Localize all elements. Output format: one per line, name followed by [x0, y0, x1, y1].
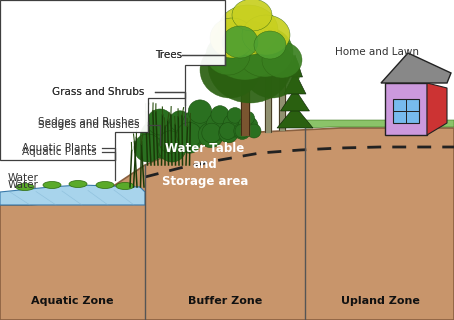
Text: Home and Lawn: Home and Lawn — [335, 47, 419, 57]
Ellipse shape — [210, 20, 280, 80]
Ellipse shape — [242, 15, 290, 55]
Polygon shape — [287, 55, 302, 77]
Ellipse shape — [222, 26, 258, 58]
Bar — [385, 83, 427, 135]
Circle shape — [188, 100, 212, 123]
Text: Water: Water — [8, 173, 39, 183]
Ellipse shape — [16, 183, 34, 190]
Text: Water Table
and
Storage area: Water Table and Storage area — [162, 141, 248, 188]
Circle shape — [134, 134, 162, 162]
Circle shape — [177, 122, 202, 148]
Circle shape — [219, 123, 236, 140]
Ellipse shape — [218, 5, 278, 55]
Circle shape — [178, 131, 201, 153]
Ellipse shape — [116, 182, 134, 189]
Circle shape — [198, 122, 223, 148]
Text: Aquatic Zone: Aquatic Zone — [31, 296, 113, 306]
Circle shape — [164, 118, 196, 150]
Circle shape — [238, 116, 258, 136]
Circle shape — [147, 109, 173, 135]
Ellipse shape — [262, 42, 302, 78]
Circle shape — [170, 111, 190, 132]
Text: Trees: Trees — [155, 50, 182, 60]
Circle shape — [227, 108, 243, 123]
Ellipse shape — [43, 181, 61, 188]
Polygon shape — [281, 89, 310, 111]
Ellipse shape — [206, 35, 250, 75]
Polygon shape — [284, 72, 306, 94]
Ellipse shape — [244, 46, 300, 98]
Text: Water: Water — [8, 180, 39, 190]
Circle shape — [235, 124, 249, 138]
Polygon shape — [427, 83, 447, 135]
Polygon shape — [305, 120, 454, 128]
Ellipse shape — [96, 181, 114, 188]
Circle shape — [211, 106, 229, 124]
Text: Aquatic Plants: Aquatic Plants — [22, 147, 97, 157]
Ellipse shape — [232, 0, 272, 31]
Polygon shape — [0, 185, 145, 205]
Ellipse shape — [237, 27, 293, 77]
Polygon shape — [381, 53, 451, 83]
Text: Trees: Trees — [155, 50, 182, 60]
Circle shape — [202, 123, 222, 143]
Ellipse shape — [200, 42, 260, 98]
Circle shape — [140, 118, 180, 158]
Circle shape — [218, 123, 238, 143]
Text: Upland Zone: Upland Zone — [340, 296, 419, 306]
Text: Aquatic Plants: Aquatic Plants — [22, 143, 97, 153]
Text: Grass and Shrubs: Grass and Shrubs — [52, 87, 144, 97]
Circle shape — [223, 113, 247, 137]
Ellipse shape — [208, 27, 292, 103]
Circle shape — [242, 111, 255, 124]
Polygon shape — [0, 0, 225, 160]
Circle shape — [158, 134, 186, 162]
Ellipse shape — [254, 31, 286, 59]
Bar — [393, 99, 419, 123]
Ellipse shape — [69, 180, 87, 188]
Polygon shape — [277, 106, 313, 128]
Circle shape — [159, 131, 182, 153]
Text: Buffer Zone: Buffer Zone — [188, 296, 262, 306]
Polygon shape — [0, 128, 454, 320]
Text: Sedges and Rushes: Sedges and Rushes — [38, 120, 139, 130]
Ellipse shape — [210, 18, 254, 58]
Circle shape — [234, 123, 251, 140]
Text: Grass and Shrubs: Grass and Shrubs — [52, 87, 144, 97]
Circle shape — [247, 124, 261, 138]
Circle shape — [182, 108, 218, 144]
Text: Sedges and Rushes: Sedges and Rushes — [38, 117, 139, 127]
Circle shape — [206, 112, 234, 140]
